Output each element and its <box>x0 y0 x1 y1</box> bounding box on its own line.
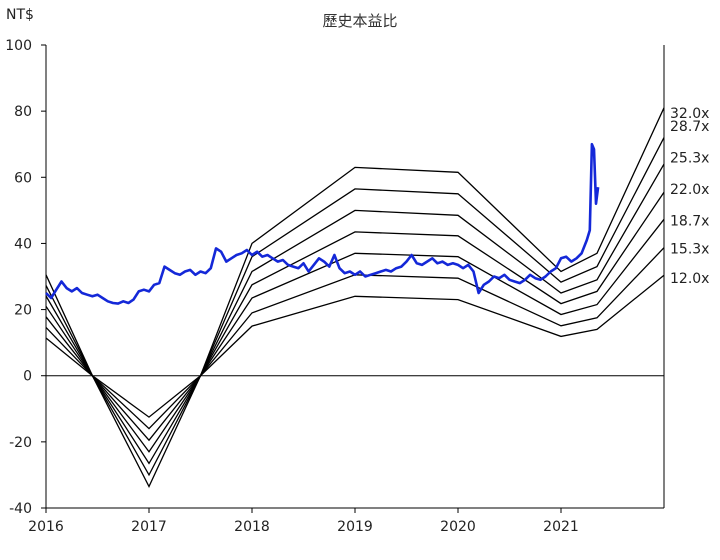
x-tick-label: 2018 <box>234 519 270 535</box>
x-tick-label: 2020 <box>440 519 476 535</box>
pe-band-label: 25.3x <box>670 150 709 166</box>
pe-band-line <box>45 274 665 418</box>
pe-band-line <box>45 247 665 430</box>
pe-band-label: 32.0x <box>670 106 709 122</box>
y-tick-label: 80 <box>14 104 32 120</box>
y-tick-label: 20 <box>14 303 32 319</box>
pe-band-line <box>45 107 665 488</box>
y-tick-label: 60 <box>14 170 32 186</box>
pe-band-line <box>45 137 665 477</box>
y-tick-label: -20 <box>9 435 32 451</box>
y-tick-label: 0 <box>23 369 32 385</box>
price-series <box>45 142 600 305</box>
y-tick-label: 100 <box>5 38 32 54</box>
x-axis-ticks: 2016 2017 2018 2019 2020 2021 <box>28 508 579 535</box>
y-axis-ticks: -40 -20 0 20 40 60 80 100 <box>5 38 46 517</box>
pe-band-label: 18.7x <box>670 213 709 229</box>
y-tick-label: 40 <box>14 236 32 252</box>
pe-band-line <box>45 218 665 442</box>
pe-band-label: 12.0x <box>670 271 709 287</box>
pe-band-line <box>45 163 665 465</box>
pe-band-label: 15.3x <box>670 241 709 257</box>
y-tick-label: -40 <box>9 501 32 517</box>
pe-band-label: 28.7x <box>670 119 709 135</box>
x-tick-label: 2019 <box>337 519 373 535</box>
chart-title: 歷史本益比 <box>322 12 398 30</box>
x-tick-label: 2021 <box>543 519 579 535</box>
pe-band-label: 22.0x <box>670 182 709 198</box>
x-tick-label: 2017 <box>131 519 167 535</box>
price-line <box>45 142 600 305</box>
pe-band-line <box>45 191 665 453</box>
pe-band-lines <box>45 107 665 488</box>
x-tick-label: 2016 <box>28 519 64 535</box>
y-axis-unit-label: NT$ <box>6 7 34 23</box>
